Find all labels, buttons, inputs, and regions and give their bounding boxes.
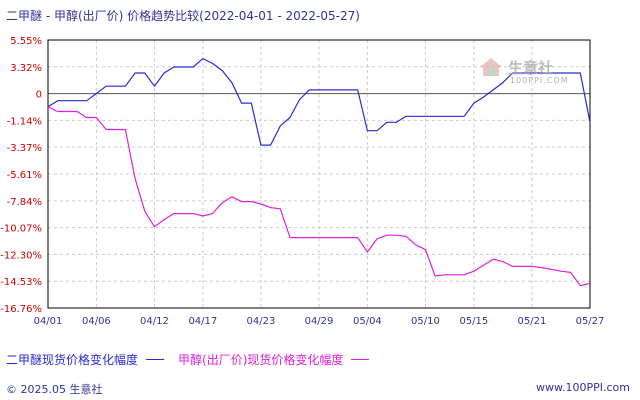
- series-line-1: [47, 57, 591, 146]
- chart-title: 二甲醚 - 甲醇(出厂价) 价格趋势比较(2022-04-01 - 2022-0…: [6, 9, 360, 23]
- house-logo-icon: [480, 58, 502, 76]
- watermark: 生意社: [478, 56, 553, 78]
- y-tick-label: -1.14%: [7, 116, 42, 127]
- y-tick-label: -5.61%: [7, 170, 42, 181]
- x-tick-label: 04/23: [247, 316, 276, 327]
- x-tick-label: 05/21: [518, 316, 547, 327]
- site-url: www.100PPI.com: [536, 381, 630, 394]
- x-tick-label: 04/12: [140, 316, 169, 327]
- legend-item-series2: 甲醇(出厂价)现货价格变化幅度: [178, 351, 370, 368]
- watermark-text: 生意社: [508, 58, 554, 77]
- x-tick-labels: 04/01 04/06 04/12 04/17 04/23 04/29 05/04 05/10…: [34, 316, 605, 327]
- y-tick-label: -7.84%: [7, 197, 42, 208]
- legend-item-series1: 二甲醚现货价格变化幅度: [6, 351, 165, 368]
- y-tick-label: -3.37%: [7, 143, 42, 154]
- y-tick-label: -10.07%: [0, 224, 42, 235]
- y-tick-label: 0: [36, 90, 42, 101]
- y-tick-label: -16.76%: [0, 304, 42, 315]
- x-tick-label: 05/10: [411, 316, 440, 327]
- series-line-2: [47, 106, 591, 287]
- watermark-url: 100PPI.COM: [510, 76, 569, 85]
- y-tick-label: 3.32%: [10, 63, 42, 74]
- copyright: © 2025.05 生意社: [6, 383, 103, 396]
- x-tick-label: 05/04: [353, 316, 382, 327]
- x-tick-label: 04/17: [188, 316, 217, 327]
- axes: [47, 39, 591, 309]
- legend-swatch-series1: [146, 359, 165, 360]
- y-tick-labels: 5.55% 3.32% 0 -1.14% -3.37% -5.61% -7.84% -10.0…: [0, 36, 42, 315]
- legend: 二甲醚现货价格变化幅度 甲醇(出厂价)现货价格变化幅度: [6, 351, 383, 368]
- series-lines: [47, 57, 591, 287]
- y-tick-label: 5.55%: [10, 36, 42, 47]
- legend-label-series1: 二甲醚现货价格变化幅度: [6, 353, 139, 367]
- plot-frame: [47, 39, 591, 309]
- x-tick-label: 04/01: [34, 316, 63, 327]
- legend-label-series2: 甲醇(出厂价)现货价格变化幅度: [178, 353, 344, 367]
- y-tick-label: -12.30%: [0, 250, 42, 261]
- y-tick-label: -14.53%: [0, 277, 42, 288]
- x-tick-label: 04/29: [305, 316, 334, 327]
- legend-swatch-series2: [351, 359, 370, 360]
- x-tick-label: 04/06: [82, 316, 111, 327]
- x-tick-label: 05/15: [459, 316, 488, 327]
- x-tick-label: 05/27: [576, 316, 605, 327]
